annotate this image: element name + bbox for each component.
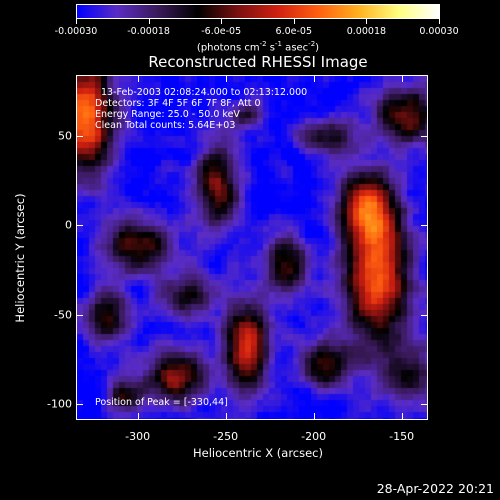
y-axis-tick (421, 403, 428, 405)
annotation-time-range: 13-Feb-2003 02:08:24.000 to 02:13:12.000 (101, 87, 308, 98)
colorbar-tick-label: -0.00030 (54, 26, 98, 37)
y-axis-tick (421, 225, 428, 227)
y-axis-tick (76, 225, 83, 227)
x-axis-tick (401, 75, 403, 82)
colorbar-tick-label: 6.0e-05 (275, 26, 313, 37)
timestamp: 28-Apr-2022 20:21 (376, 481, 494, 496)
colorbar (76, 4, 440, 19)
annotation-detectors: Detectors: 3F 4F 5F 6F 7F 8F, Att 0 (95, 98, 261, 109)
y-axis-tick (76, 403, 83, 405)
x-tick-label: -150 (389, 430, 415, 443)
colorbar-tick (366, 19, 368, 24)
y-tick-label: 0 (65, 218, 72, 232)
y-axis-tick (76, 135, 83, 137)
colorbar-tick-label: 0.00030 (419, 26, 459, 37)
y-tick-label: 50 (58, 129, 72, 143)
y-axis-label: Heliocentric Y (arcsec) (13, 193, 27, 323)
colorbar-tick-label: -6.0e-05 (201, 26, 242, 37)
x-axis-tick (137, 75, 139, 82)
x-tick-label: -300 (125, 430, 151, 443)
colorbar-tick (439, 19, 440, 24)
y-tick-label: -100 (47, 397, 72, 411)
y-axis-tick (76, 314, 83, 316)
x-axis-tick (225, 75, 227, 82)
colorbar-tick (148, 19, 150, 24)
annotation-total-counts: Clean Total counts: 5.64E+03 (95, 120, 236, 131)
colorbar-units-label: (photons cm-2 s-1 asec-2) (196, 40, 320, 54)
x-tick-label: -200 (301, 430, 327, 443)
x-axis-tick (313, 413, 315, 420)
colorbar-tick (76, 19, 77, 24)
image-plot-area[interactable]: 13-Feb-2003 02:08:24.000 to 02:13:12.000… (76, 75, 428, 420)
x-tick-label: -250 (213, 430, 239, 443)
annotation-energy-range: Energy Range: 25.0 - 50.0 keV (95, 109, 240, 120)
y-axis-tick (421, 135, 428, 137)
colorbar-tick (221, 19, 223, 24)
plot-title: Reconstructed RHESSI Image (148, 53, 368, 71)
y-tick-label: -50 (54, 308, 72, 322)
annotation-peak-position: Position of Peak = [-330,44] (95, 397, 228, 408)
y-axis-tick (421, 314, 428, 316)
x-axis-tick (313, 75, 315, 82)
x-axis-tick (225, 413, 227, 420)
rhessi-image-map (77, 76, 427, 419)
x-axis-label: Heliocentric X (arcsec) (193, 446, 323, 460)
colorbar-tick (293, 19, 295, 24)
x-axis-tick (137, 413, 139, 420)
x-axis-tick (401, 413, 403, 420)
colorbar-tick-label: 0.00018 (346, 26, 387, 37)
colorbar-tick-label: -0.00018 (127, 26, 170, 37)
